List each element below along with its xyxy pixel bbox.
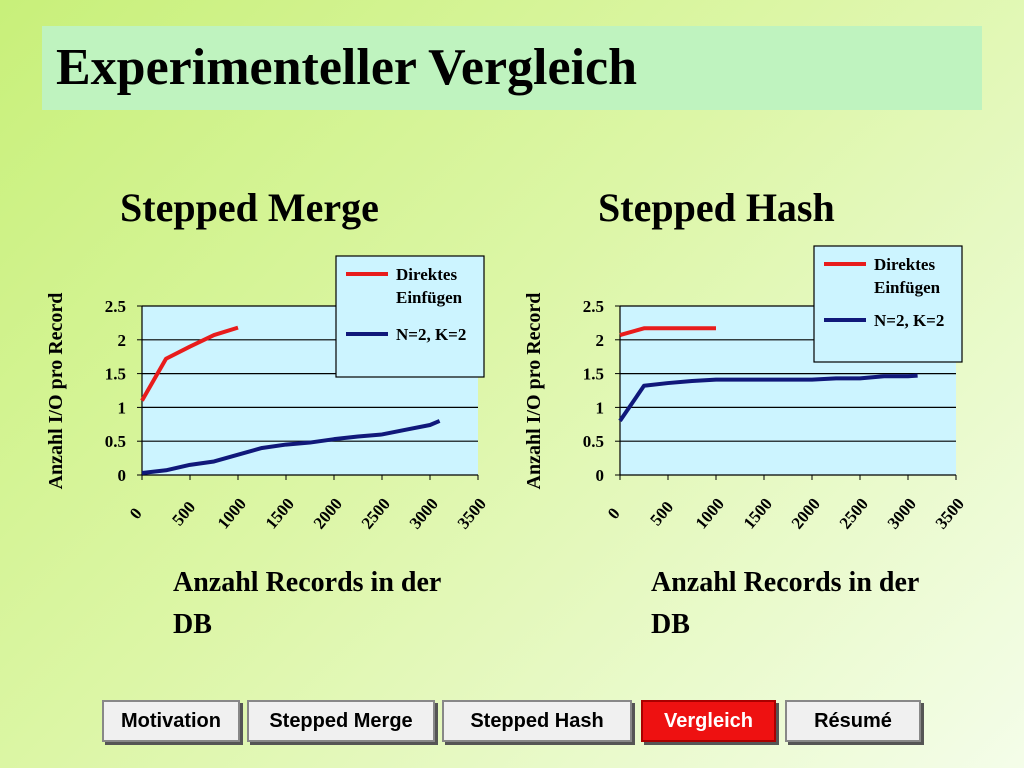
y-tick-label: 1 xyxy=(596,398,605,417)
x-tick-label: 1000 xyxy=(692,494,728,532)
legend-label-2: N=2, K=2 xyxy=(874,311,944,330)
x-tick-label: 1000 xyxy=(214,494,250,532)
x-tick-label: 2500 xyxy=(836,494,872,532)
legend-label-1: Direktes Einfügen xyxy=(874,255,941,297)
series-line-2 xyxy=(141,419,441,475)
x-tick-label: 0 xyxy=(126,504,146,523)
nav-button-stepped-merge[interactable]: Stepped Merge xyxy=(247,700,435,742)
x-tick-label: 500 xyxy=(168,498,199,530)
chart-title-stepped-hash: Stepped Hash xyxy=(598,185,835,230)
x-tick-label: 500 xyxy=(646,498,677,530)
nav-button-resume[interactable]: Résumé xyxy=(785,700,921,742)
y-tick-label: 0.5 xyxy=(583,432,604,451)
x-tick-label: 2500 xyxy=(358,494,394,532)
x-tick-label: 3500 xyxy=(454,494,490,532)
slide-title-box: Experimenteller Vergleich xyxy=(42,26,982,110)
y-tick-label: 0 xyxy=(596,466,605,485)
x-tick-label: 3000 xyxy=(406,494,442,532)
y-axis-label: Anzahl I/O pro Record xyxy=(523,293,545,490)
slide-title: Experimenteller Vergleich xyxy=(56,39,638,96)
x-tick-label: 1500 xyxy=(740,494,776,532)
x-tick-label: 2000 xyxy=(788,494,824,532)
x-tick-label: 1500 xyxy=(262,494,298,532)
x-tick-label: 3500 xyxy=(932,494,968,532)
legend-box xyxy=(335,255,485,378)
series-line-1 xyxy=(619,326,716,337)
chart-title-stepped-merge: Stepped Merge xyxy=(120,185,379,230)
y-tick-label: 1 xyxy=(118,398,127,417)
chart-stepped-hash: 0 0.5 1 1.5 2 2.5 0 500 1000 1500 2000 2500 3000 3500… xyxy=(523,245,968,533)
y-tick-label: 2.5 xyxy=(105,297,126,316)
y-axis-label: Anzahl I/O pro Record xyxy=(45,293,67,490)
y-tick-label: 2 xyxy=(118,331,127,350)
nav-button-vergleich[interactable]: Vergleich xyxy=(641,700,776,742)
x-tick-label: 2000 xyxy=(310,494,346,532)
nav-button-stepped-hash[interactable]: Stepped Hash xyxy=(442,700,632,742)
x-axis-label-hash: Anzahl Records in der DB xyxy=(651,567,919,640)
series-line-1 xyxy=(140,325,239,402)
series-line-2 xyxy=(618,373,918,423)
x-axis-label-merge: Anzahl Records in der DB xyxy=(173,567,441,640)
y-tick-label: 2 xyxy=(596,331,605,350)
chart-stepped-merge: 0 0.5 1 1.5 2 2.5 0 500 1000 1500 2000 2500 3000 3500… xyxy=(45,255,490,533)
x-tick-label: 3000 xyxy=(884,494,920,532)
y-tick-label: 1.5 xyxy=(105,365,126,384)
y-tick-label: 0 xyxy=(118,466,127,485)
y-tick-label: 2.5 xyxy=(583,297,604,316)
y-tick-label: 0.5 xyxy=(105,432,126,451)
legend-label-1: Direktes Einfügen xyxy=(396,265,463,307)
y-tick-label: 1.5 xyxy=(583,365,604,384)
legend-label-2: N=2, K=2 xyxy=(396,325,466,344)
x-tick-label: 0 xyxy=(604,504,624,523)
nav-button-motivation[interactable]: Motivation xyxy=(102,700,240,742)
